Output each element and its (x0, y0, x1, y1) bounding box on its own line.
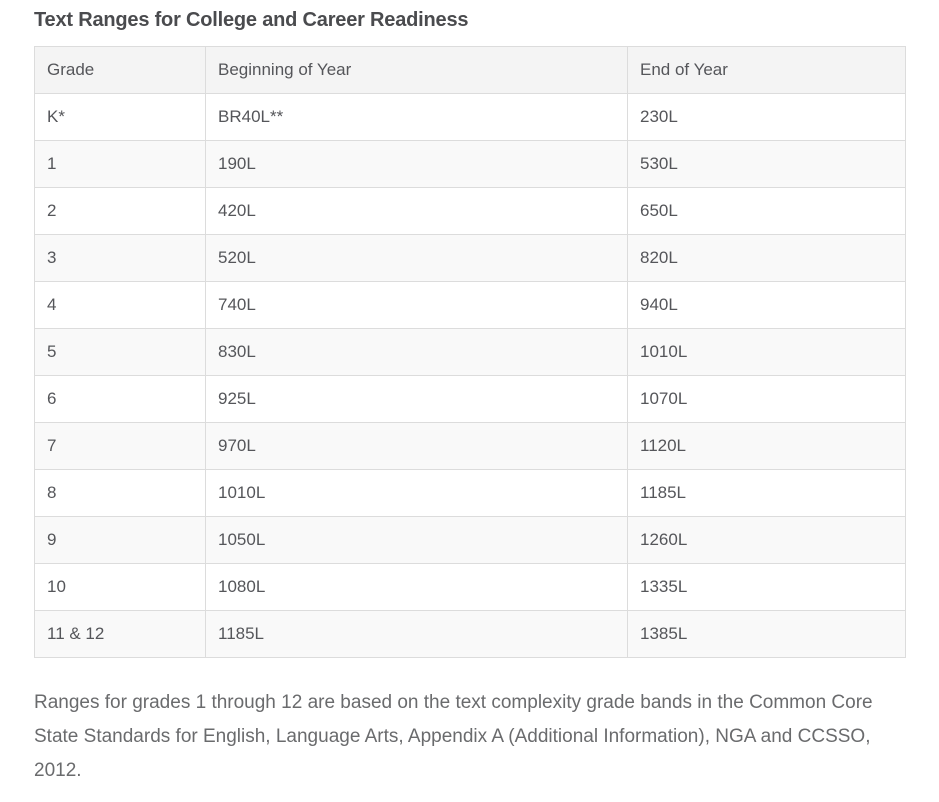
table-row: 1 190L 530L (34, 140, 906, 188)
table-row: 6 925L 1070L (34, 375, 906, 423)
beginning-cell: 1080L (205, 563, 628, 611)
table-row: 2 420L 650L (34, 187, 906, 235)
grade-cell: 3 (34, 234, 206, 282)
table-row: 5 830L 1010L (34, 328, 906, 376)
table-body: K* BR40L** 230L 1 190L 530L 2 420L 650L 3 520L 820L… (34, 93, 906, 658)
end-cell: 1385L (627, 610, 906, 658)
grade-cell: 5 (34, 328, 206, 376)
beginning-cell: 925L (205, 375, 628, 423)
column-header-beginning: Beginning of Year (205, 46, 628, 94)
beginning-cell: 1050L (205, 516, 628, 564)
grade-cell: 2 (34, 187, 206, 235)
grade-cell: 9 (34, 516, 206, 564)
grade-cell: 6 (34, 375, 206, 423)
table-row: 11 & 12 1185L 1385L (34, 610, 906, 658)
beginning-cell: 1010L (205, 469, 628, 517)
table-row: 10 1080L 1335L (34, 563, 906, 611)
end-cell: 1260L (627, 516, 906, 564)
column-header-grade: Grade (34, 46, 206, 94)
grade-cell: 1 (34, 140, 206, 188)
beginning-cell: 420L (205, 187, 628, 235)
table-header-row: Grade Beginning of Year End of Year (34, 46, 906, 94)
beginning-cell: 520L (205, 234, 628, 282)
table-row: 3 520L 820L (34, 234, 906, 282)
beginning-cell: 1185L (205, 610, 628, 658)
table-row: 7 970L 1120L (34, 422, 906, 470)
grade-cell: 7 (34, 422, 206, 470)
beginning-cell: 190L (205, 140, 628, 188)
end-cell: 1120L (627, 422, 906, 470)
grade-cell: K* (34, 93, 206, 141)
end-cell: 1010L (627, 328, 906, 376)
table-row: 8 1010L 1185L (34, 469, 906, 517)
beginning-cell: 970L (205, 422, 628, 470)
end-cell: 1185L (627, 469, 906, 517)
table-row: 4 740L 940L (34, 281, 906, 329)
column-header-end: End of Year (627, 46, 906, 94)
end-cell: 1335L (627, 563, 906, 611)
grade-cell: 10 (34, 563, 206, 611)
footnote-text: Ranges for grades 1 through 12 are based… (34, 692, 873, 781)
beginning-cell: BR40L** (205, 93, 628, 141)
grade-cell: 8 (34, 469, 206, 517)
beginning-cell: 740L (205, 281, 628, 329)
table-row: K* BR40L** 230L (34, 93, 906, 141)
end-cell: 230L (627, 93, 906, 141)
table-head: Grade Beginning of Year End of Year (34, 46, 906, 94)
text-ranges-table: Grade Beginning of Year End of Year K* BR40… (34, 46, 906, 658)
end-cell: 1070L (627, 375, 906, 423)
grade-cell: 11 & 12 (34, 610, 206, 658)
end-cell: 650L (627, 187, 906, 235)
end-cell: 940L (627, 281, 906, 329)
page-title: Text Ranges for College and Career Readi… (34, 9, 469, 31)
beginning-cell: 830L (205, 328, 628, 376)
end-cell: 530L (627, 140, 906, 188)
end-cell: 820L (627, 234, 906, 282)
grade-cell: 4 (34, 281, 206, 329)
table-row: 9 1050L 1260L (34, 516, 906, 564)
